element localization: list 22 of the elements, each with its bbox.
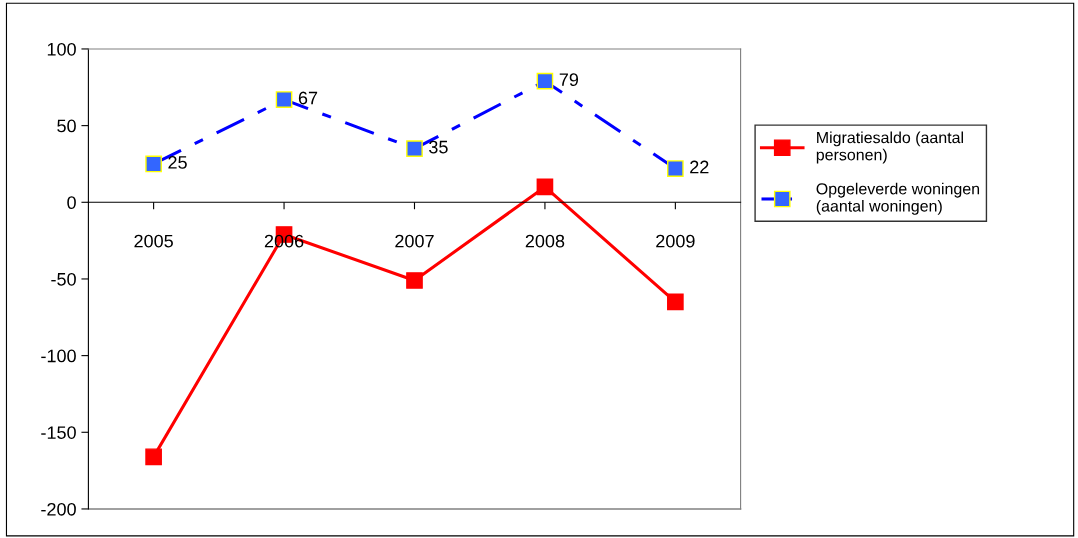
point xyxy=(406,272,423,289)
x-tick-label: 2009 xyxy=(656,234,695,248)
y-tick-label: -200 xyxy=(41,502,76,516)
data-label: 22 xyxy=(690,160,709,174)
data-label: 35 xyxy=(429,140,448,154)
legend-label: Opgeleverde woningen (aantal woningen) xyxy=(816,182,980,215)
point xyxy=(536,178,554,196)
data-label: 67 xyxy=(298,91,318,105)
y-tick-label: 0 xyxy=(67,196,76,210)
y-tick-label: -150 xyxy=(41,426,76,439)
x-tick-label: 2008 xyxy=(525,234,565,248)
y-tick-label: 50 xyxy=(57,119,76,133)
y-tick-label: -50 xyxy=(51,272,76,286)
point xyxy=(667,293,684,311)
point xyxy=(145,448,162,466)
y-tick-label: -100 xyxy=(41,349,76,363)
x-tick-label: 2005 xyxy=(134,234,173,248)
x-tick-label: 2007 xyxy=(395,234,434,248)
data-label: 79 xyxy=(559,73,579,86)
legend-label: Migratiesaldo (aantal personen) xyxy=(816,131,963,164)
y-tick-label: 100 xyxy=(47,42,76,56)
data-label: 25 xyxy=(168,156,187,169)
